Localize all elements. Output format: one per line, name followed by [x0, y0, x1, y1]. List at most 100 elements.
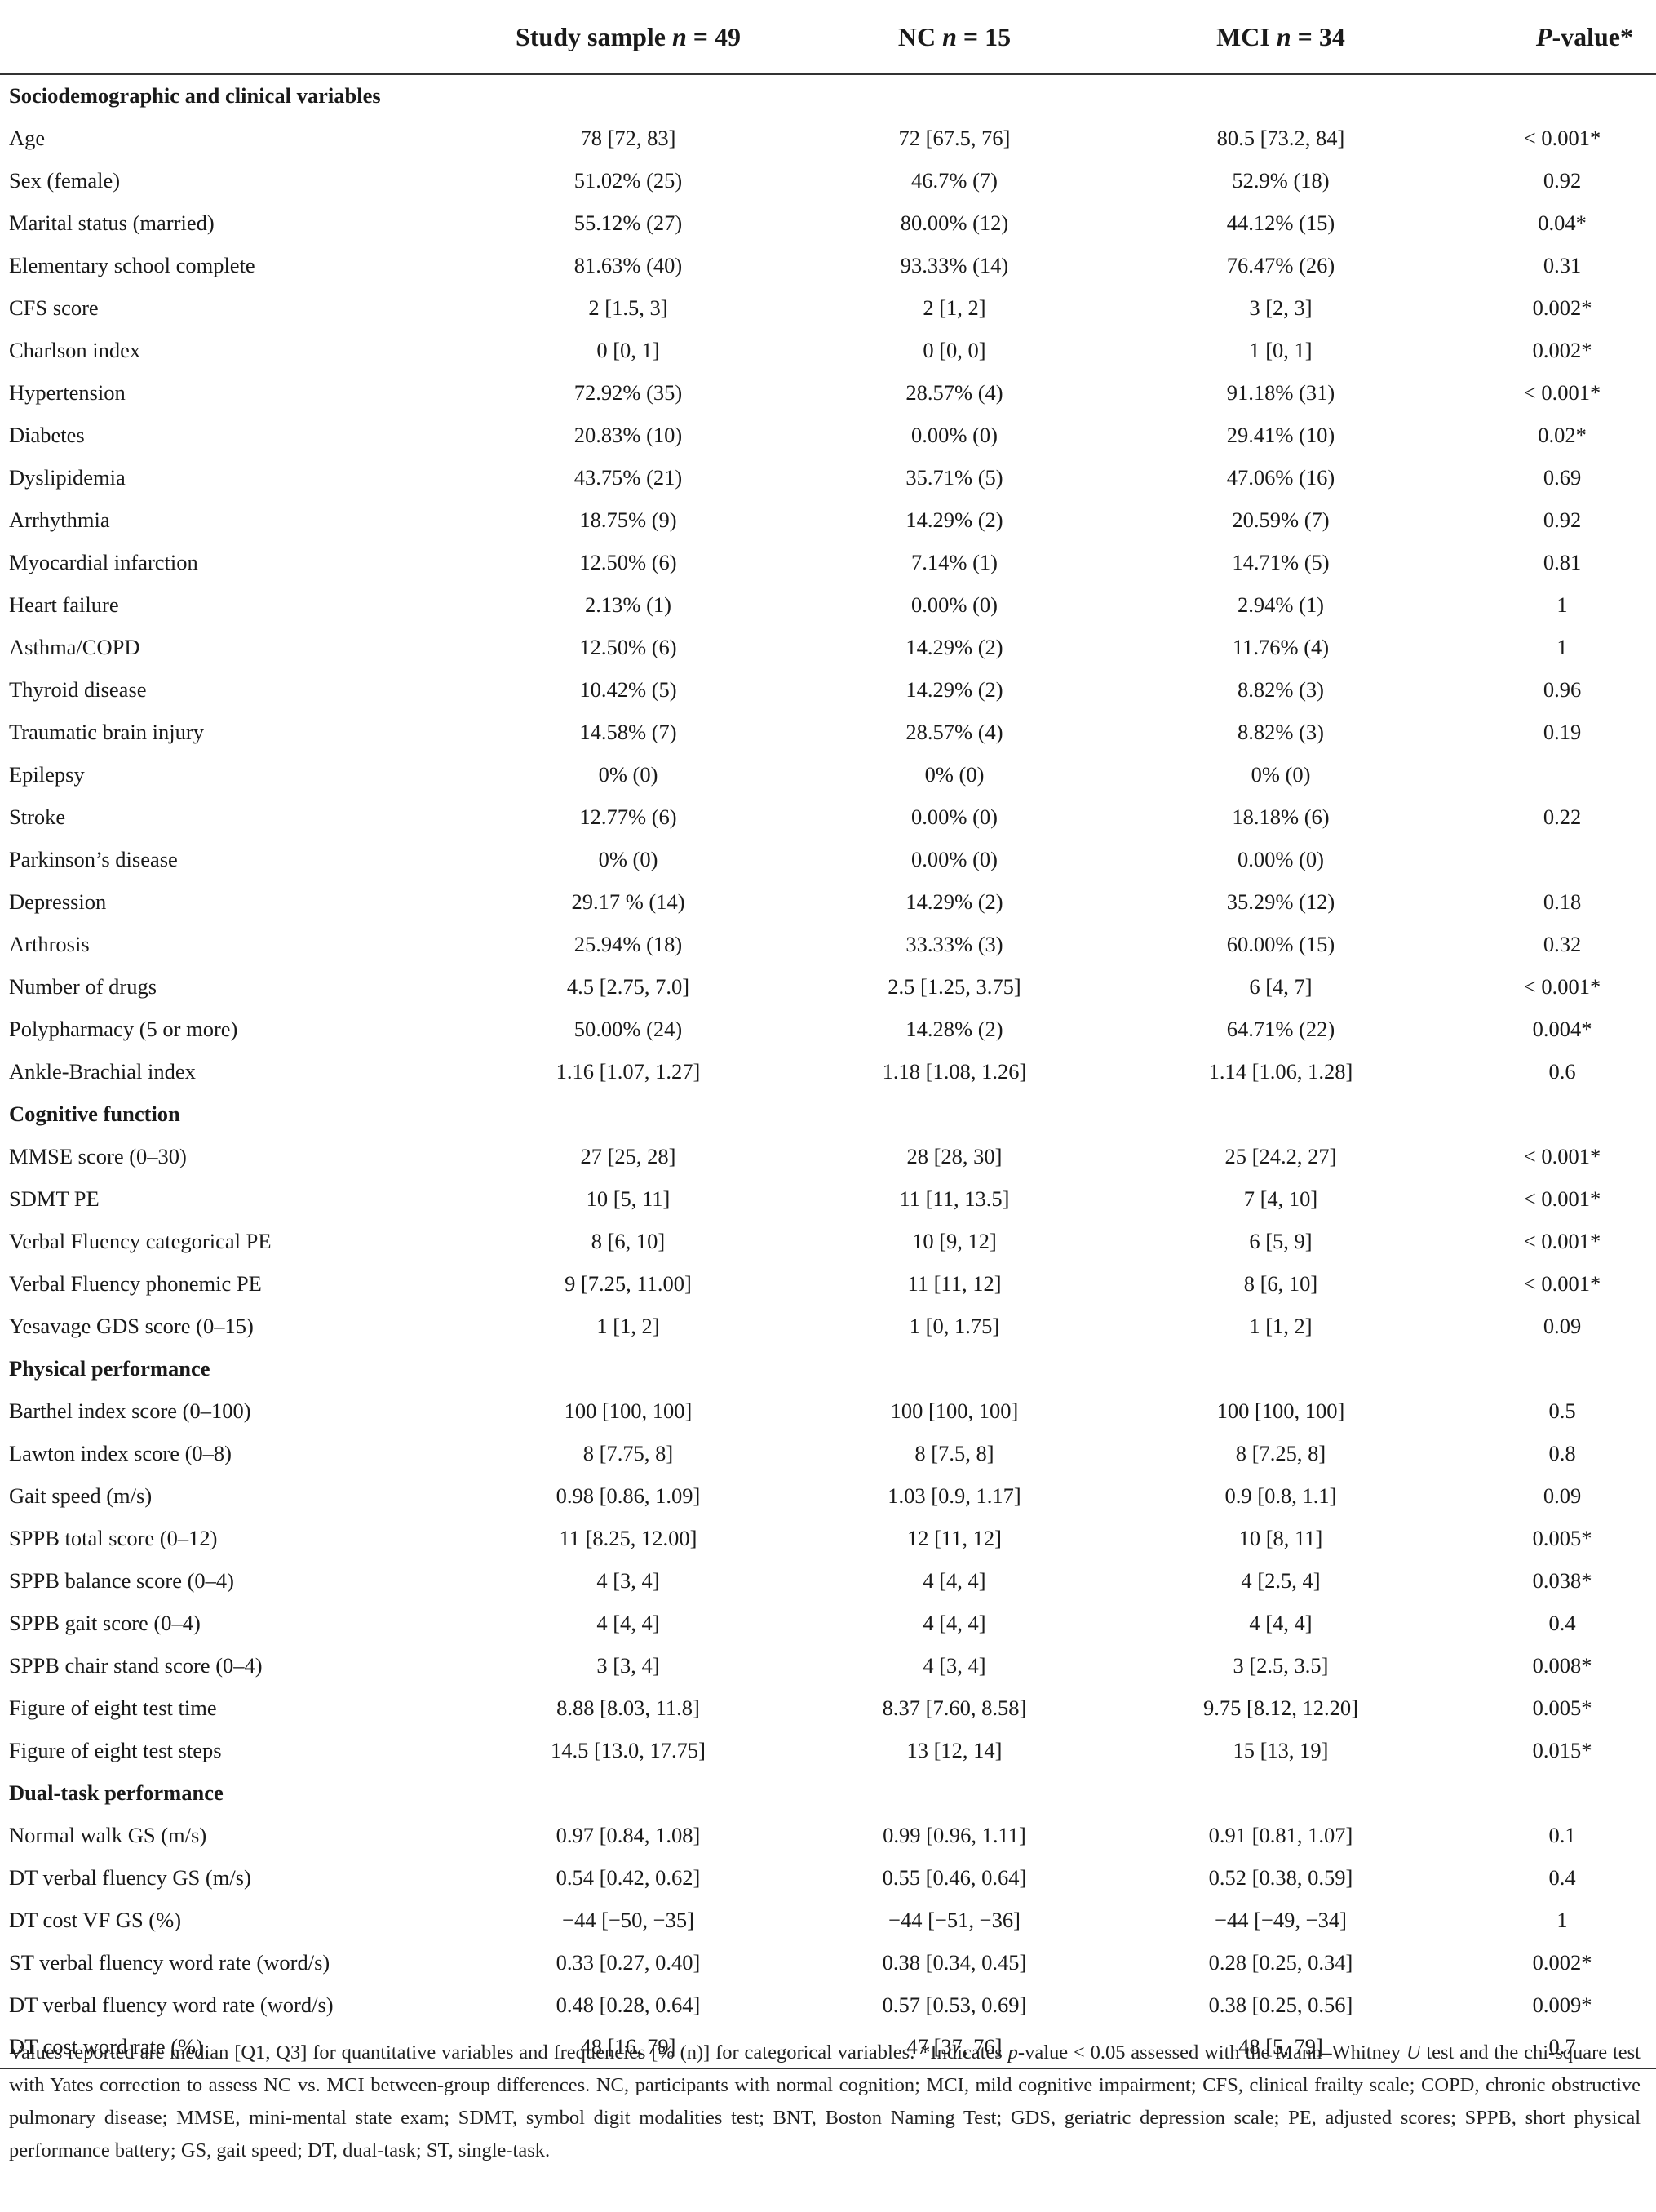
- table-row: Parkinson’s disease 0% (0) 0.00% (0) 0.00% …: [0, 838, 1656, 880]
- header-study-sample-value: = 49: [686, 21, 742, 51]
- table-row: CFS score 2 [1.5, 3] 2 [1, 2] 3 [2, 3] 0.002…: [0, 286, 1656, 329]
- study-sample-value: 0% (0): [598, 846, 658, 871]
- p-value: 0.31: [1543, 252, 1582, 277]
- mci-value: 52.9% (18): [1232, 167, 1330, 193]
- study-sample-value: 81.63% (40): [573, 252, 683, 277]
- nc-value: 0.38 [0.34, 0.45]: [882, 1949, 1027, 1975]
- study-sample-value: −44 [−50, −35]: [562, 1907, 694, 1932]
- p-value: 0.002*: [1532, 1949, 1592, 1975]
- variable-label: Lawton index score (0–8): [9, 1440, 232, 1465]
- mci-value: 91.18% (31): [1226, 379, 1335, 405]
- nc-value: 12 [11, 12]: [906, 1525, 1003, 1550]
- variable-label: DT verbal fluency GS (m/s): [9, 1864, 251, 1890]
- header-nc-n: n: [942, 21, 957, 51]
- variable-label: SPPB total score (0–12): [9, 1525, 218, 1550]
- results-table: Study sample n = 49 NC n = 15 MCI n = 34…: [0, 0, 1656, 2069]
- mci-value: 2.94% (1): [1238, 592, 1324, 617]
- mci-value: 4 [2.5, 4]: [1241, 1567, 1321, 1593]
- section-title: Cognitive function: [9, 1101, 180, 1126]
- study-sample-value: 9 [7.25, 11.00]: [565, 1270, 692, 1296]
- p-value: 0.015*: [1532, 1737, 1592, 1762]
- table-row: Traumatic brain injury 14.58% (7) 28.57% (…: [0, 711, 1656, 753]
- p-value: 0.004*: [1532, 1016, 1592, 1041]
- p-value: < 0.001*: [1523, 125, 1601, 150]
- study-sample-value: 100 [100, 100]: [564, 1398, 693, 1423]
- study-sample-value: 14.58% (7): [579, 719, 677, 744]
- variable-label: Ankle-Brachial index: [9, 1058, 196, 1084]
- study-sample-value: 25.94% (18): [573, 931, 683, 956]
- study-sample-value: 0 [0, 1]: [596, 337, 660, 362]
- mci-value: 15 [13, 19]: [1233, 1737, 1329, 1762]
- variable-label: ST verbal fluency word rate (word/s): [9, 1949, 330, 1975]
- study-sample-value: 2.13% (1): [585, 592, 671, 617]
- table-row: Normal walk GS (m/s) 0.97 [0.84, 1.08] 0.9…: [0, 1814, 1656, 1856]
- header-mci-n: n: [1276, 21, 1291, 51]
- variable-label: Yesavage GDS score (0–15): [9, 1313, 254, 1338]
- mci-value: 7 [4, 10]: [1243, 1186, 1318, 1211]
- nc-value: 0.00% (0): [911, 804, 998, 829]
- p-value: 0.81: [1543, 549, 1582, 574]
- study-sample-value: 43.75% (21): [573, 464, 683, 490]
- variable-label: Asthma/COPD: [9, 634, 140, 659]
- section-header-row: Cognitive function: [0, 1093, 1656, 1135]
- p-value: 0.92: [1543, 167, 1582, 193]
- variable-label: Verbal Fluency categorical PE: [9, 1228, 272, 1253]
- mci-value: 8.82% (3): [1238, 676, 1324, 702]
- variable-label: Barthel index score (0–100): [9, 1398, 251, 1423]
- mci-value: 4 [4, 4]: [1249, 1610, 1313, 1635]
- table-row: Barthel index score (0–100) 100 [100, 100…: [0, 1390, 1656, 1432]
- table-body: Sociodemographic and clinical variables A…: [0, 74, 1656, 2069]
- p-value: [1452, 838, 1656, 880]
- table-row: SPPB gait score (0–4) 4 [4, 4] 4 [4, 4] 4 […: [0, 1602, 1656, 1644]
- study-sample-value: 12.77% (6): [579, 804, 677, 829]
- mci-value: −44 [−49, −34]: [1215, 1907, 1347, 1932]
- variable-label: Number of drugs: [9, 973, 157, 999]
- study-sample-value: 18.75% (9): [579, 507, 677, 532]
- header-mci-value: = 34: [1291, 21, 1345, 51]
- table-row: Age 78 [72, 83] 72 [67.5, 76] 80.5 [73.2, 8…: [0, 117, 1656, 159]
- p-value: 0.009*: [1532, 1992, 1592, 2017]
- section-header-row: Dual-task performance: [0, 1771, 1656, 1814]
- table-row: MMSE score (0–30) 27 [25, 28] 28 [28, 30] 2…: [0, 1135, 1656, 1177]
- header-nc-text: NC: [897, 21, 943, 51]
- study-sample-value: 3 [3, 4]: [596, 1652, 660, 1678]
- footnote-p-italic: p: [1007, 2041, 1018, 2063]
- table-row: Polypharmacy (5 or more) 50.00% (24) 14.28…: [0, 1008, 1656, 1050]
- study-sample-value: 14.5 [13.0, 17.75]: [551, 1737, 706, 1762]
- mci-value: 11.76% (4): [1232, 634, 1330, 659]
- study-sample-value: 10 [5, 11]: [586, 1186, 671, 1211]
- p-value: 0.32: [1543, 931, 1582, 956]
- variable-label: Depression: [9, 889, 107, 914]
- nc-value: 14.29% (2): [905, 889, 1003, 914]
- mci-value: 48 [5, 79]: [1109, 2026, 1452, 2069]
- mci-value: 6 [5, 9]: [1249, 1228, 1313, 1253]
- table-row: Diabetes 20.83% (10) 0.00% (0) 29.41% (10) 0…: [0, 414, 1656, 456]
- mci-value: 8.82% (3): [1238, 719, 1324, 744]
- nc-value: 4 [4, 4]: [923, 1610, 986, 1635]
- variable-label: Heart failure: [9, 592, 119, 617]
- header-nc-value: = 15: [956, 21, 1012, 51]
- nc-value: 93.33% (14): [900, 252, 1009, 277]
- study-sample-value: 0.33 [0.27, 0.40]: [556, 1949, 701, 1975]
- nc-value: 0.57 [0.53, 0.69]: [882, 1992, 1027, 2017]
- study-sample-value: 48 [16, 79]: [457, 2026, 799, 2069]
- p-value: 0.4: [1548, 1610, 1576, 1635]
- header-study-sample-text: Study sample: [515, 21, 672, 51]
- study-sample-value: 55.12% (27): [573, 210, 683, 235]
- table-row: Arthrosis 25.94% (18) 33.33% (3) 60.00% (15…: [0, 923, 1656, 965]
- p-value: 0.038*: [1532, 1567, 1592, 1593]
- variable-label: Gait speed (m/s): [9, 1483, 153, 1508]
- table-row: SDMT PE 10 [5, 11] 11 [11, 13.5] 7 [4, 10] <…: [0, 1177, 1656, 1220]
- nc-value: 14.28% (2): [905, 1016, 1003, 1041]
- p-value: 0.002*: [1532, 337, 1592, 362]
- mci-value: 0.28 [0.25, 0.34]: [1208, 1949, 1353, 1975]
- header-nc: NC n = 15: [799, 0, 1109, 75]
- mci-value: 0.91 [0.81, 1.07]: [1208, 1822, 1353, 1847]
- study-sample-value: 8 [7.75, 8]: [582, 1440, 674, 1465]
- nc-value: 47 [37, 76]: [799, 2026, 1109, 2069]
- variable-label: Marital status (married): [9, 210, 215, 235]
- nc-value: 35.71% (5): [905, 464, 1003, 490]
- header-mci: MCI n = 34: [1109, 0, 1452, 75]
- nc-value: 80.00% (12): [900, 210, 1009, 235]
- study-sample-value: 78 [72, 83]: [580, 125, 676, 150]
